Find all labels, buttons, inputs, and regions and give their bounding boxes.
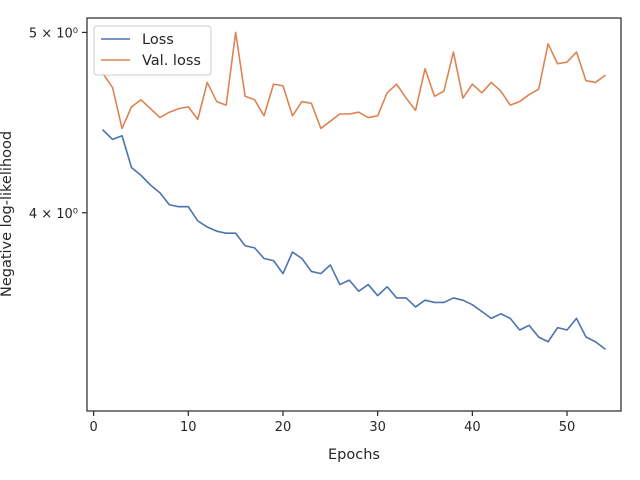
plot-area: [87, 18, 621, 411]
y-tick-label: 4 × 10⁰: [29, 207, 78, 222]
x-tick-label: 40: [464, 420, 481, 435]
x-tick-label: 50: [559, 420, 576, 435]
legend-label-loss: Loss: [142, 32, 174, 48]
series-line-val-loss: [101, 31, 607, 130]
x-tick-label: 20: [275, 420, 292, 435]
y-axis-label: Negative log-likelihood: [0, 131, 15, 297]
x-tick-label: 10: [180, 420, 197, 435]
legend: Loss Val. loss: [93, 25, 212, 76]
x-axis: 0 10 20 30 40 50: [89, 411, 575, 435]
series-line-loss: [101, 129, 607, 351]
plot-frame: [86, 17, 622, 412]
y-tick-label: 5 × 10⁰: [29, 26, 78, 41]
x-tick-label: 30: [369, 420, 386, 435]
legend-label-val-loss: Val. loss: [142, 53, 201, 69]
series-layer: [101, 31, 607, 351]
x-tick-label: 0: [89, 420, 97, 435]
x-axis-label: Epochs: [328, 447, 380, 463]
y-axis: 4 × 10⁰ 5 × 10⁰: [29, 26, 87, 222]
